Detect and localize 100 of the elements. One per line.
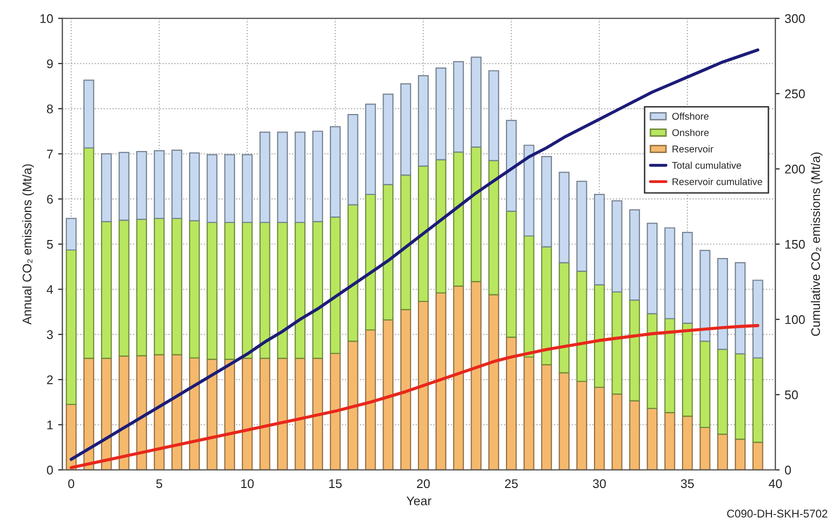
bar	[752, 442, 764, 470]
bar	[189, 152, 200, 222]
bar	[646, 222, 658, 314]
y2-tick-label: 250	[785, 89, 805, 98]
bar	[470, 281, 482, 470]
bar	[136, 355, 148, 470]
bar	[612, 393, 622, 470]
bar	[612, 200, 622, 293]
legend-label: Offshore	[672, 112, 709, 120]
bar	[646, 313, 658, 410]
bar	[118, 152, 130, 221]
bar	[171, 354, 182, 470]
bar	[206, 222, 218, 360]
bar	[629, 400, 640, 470]
bar	[576, 180, 588, 272]
y2-axis-title: Cumulative CO₂ emissions (Mt/a)	[810, 152, 823, 336]
bar	[101, 153, 112, 222]
bar	[752, 357, 764, 443]
x-tick-label: 30	[592, 479, 606, 488]
y-tick-label: 0	[46, 466, 53, 475]
bar	[101, 358, 112, 470]
bar	[382, 94, 394, 186]
y-tick-label: 1	[47, 420, 53, 430]
y-tick-label: 7	[47, 150, 53, 158]
bar	[418, 75, 429, 167]
bar	[171, 218, 182, 356]
bar	[558, 172, 570, 264]
bar	[312, 130, 324, 222]
bar	[66, 249, 77, 405]
legend-label: Reservoir	[672, 145, 714, 152]
bar	[734, 262, 746, 354]
x-tick-label: 25	[505, 479, 518, 488]
bar	[752, 280, 764, 358]
y-tick-label: 4	[46, 285, 54, 294]
bar	[470, 56, 482, 148]
bar	[700, 250, 710, 342]
bar	[524, 356, 534, 470]
legend-label: Reservoir cumulative	[672, 178, 762, 186]
bar	[154, 354, 165, 470]
bar	[330, 352, 341, 470]
bar	[83, 147, 94, 359]
bar	[400, 309, 412, 470]
bar	[453, 286, 464, 470]
bar	[594, 194, 605, 286]
bar	[259, 358, 270, 470]
bar	[734, 353, 746, 440]
y2-tick-label: 0	[784, 466, 791, 475]
bar	[294, 222, 306, 359]
bar	[436, 67, 446, 160]
bar	[224, 358, 236, 470]
bar	[506, 210, 517, 338]
bar	[541, 246, 552, 366]
y2-tick-label: 200	[785, 164, 805, 174]
bar	[436, 159, 446, 294]
bar	[488, 160, 500, 296]
x-tick-label: 0	[68, 479, 74, 488]
bar	[436, 292, 446, 470]
bar	[612, 291, 622, 395]
bar	[734, 438, 746, 470]
line-series	[70, 324, 760, 470]
bar	[242, 154, 253, 224]
bar	[118, 356, 130, 470]
x-tick-label: 35	[680, 479, 694, 488]
bar	[541, 364, 552, 470]
bar	[136, 151, 148, 220]
bar	[277, 222, 288, 359]
bar	[524, 144, 534, 237]
bar	[365, 329, 376, 470]
bar	[347, 340, 358, 470]
bar	[576, 270, 588, 382]
y-tick-label: 2	[47, 375, 53, 384]
bar	[259, 132, 270, 224]
y2-tick-label: 100	[785, 315, 805, 324]
bar	[312, 358, 324, 470]
bar	[382, 184, 394, 321]
bar	[700, 340, 710, 428]
bar	[259, 222, 270, 359]
bar	[312, 220, 324, 359]
bar	[506, 120, 517, 212]
bar	[488, 70, 500, 162]
bar	[594, 284, 605, 388]
y-tick-label: 5	[46, 240, 53, 249]
bar	[400, 83, 412, 176]
bar	[453, 61, 464, 153]
bar	[682, 322, 693, 417]
bar	[83, 358, 94, 470]
bar	[382, 319, 394, 470]
bar	[154, 218, 165, 356]
bar	[488, 294, 500, 470]
bar	[470, 146, 482, 282]
y2-tick-label: 150	[785, 240, 805, 249]
bar	[506, 336, 517, 470]
y-tick-label: 3	[46, 330, 53, 340]
x-axis-title: Year	[406, 496, 432, 506]
bar	[558, 262, 570, 374]
x-tick-label: 20	[416, 479, 430, 488]
bar	[83, 80, 94, 149]
bar	[418, 300, 429, 470]
bar	[418, 165, 429, 302]
bar	[206, 154, 218, 224]
